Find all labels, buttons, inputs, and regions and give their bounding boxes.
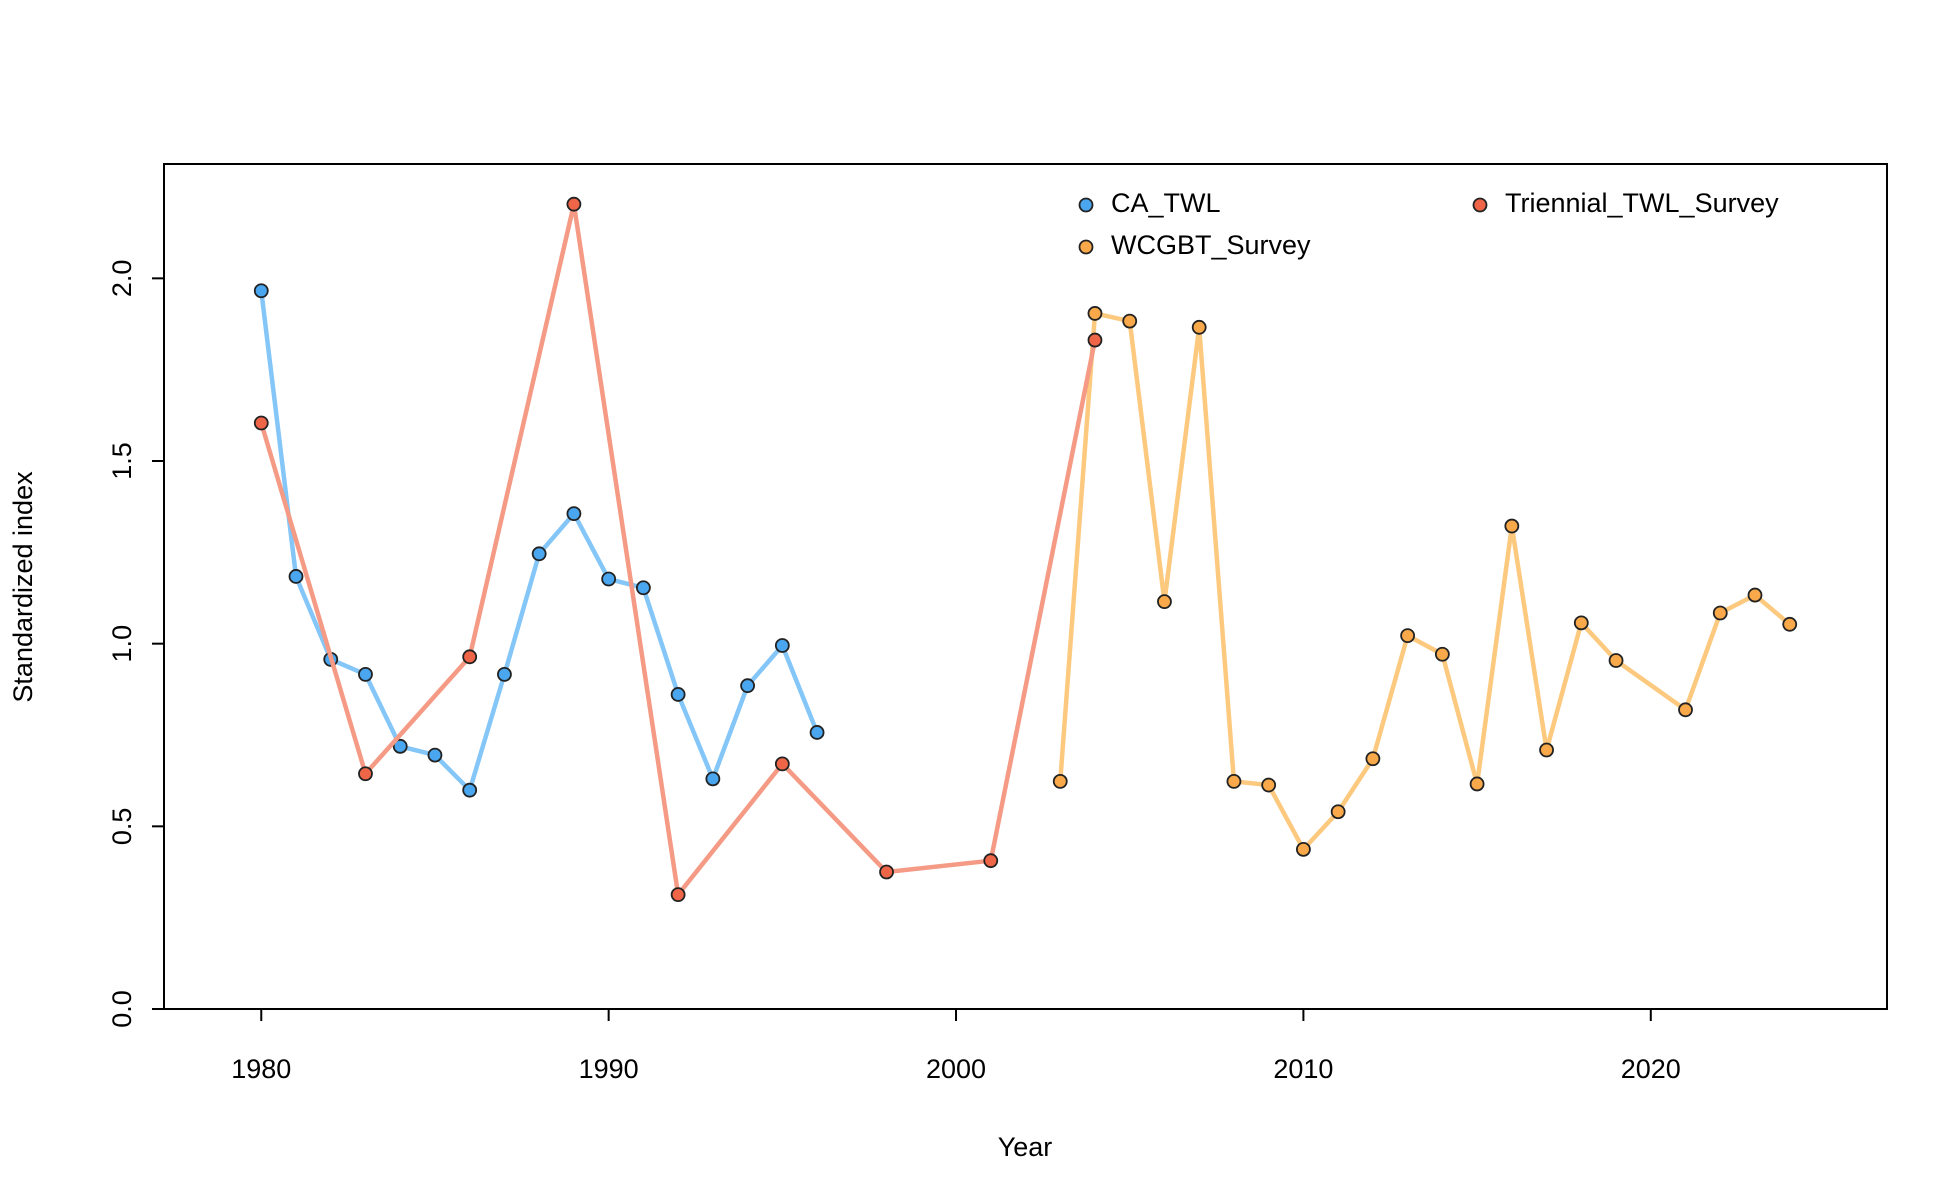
data-point <box>288 569 304 584</box>
x-tick-label: 2020 <box>1621 1054 1681 1084</box>
y-tick-label: 2.0 <box>107 260 137 298</box>
data-point <box>1434 646 1450 662</box>
data-point <box>670 687 686 702</box>
legend-marker <box>1472 197 1488 213</box>
data-point <box>1608 653 1624 668</box>
data-point <box>1469 776 1485 792</box>
data-point <box>427 747 443 763</box>
data-point <box>670 887 686 903</box>
data-point <box>462 649 478 665</box>
data-point <box>1747 587 1763 603</box>
data-point <box>1087 332 1103 348</box>
y-tick-label: 0.0 <box>107 990 137 1028</box>
data-point <box>253 283 269 299</box>
data-point <box>1226 774 1242 789</box>
legend-marker <box>1078 239 1094 255</box>
x-tick-label: 1990 <box>579 1054 639 1084</box>
data-point <box>635 580 651 596</box>
data-point <box>358 766 373 782</box>
series-line <box>259 201 1098 897</box>
data-point <box>879 864 894 880</box>
data-point <box>1157 594 1172 610</box>
y-tick-label: 1.0 <box>107 625 137 663</box>
data-point <box>740 678 755 694</box>
data-point <box>1122 313 1138 329</box>
data-point <box>1504 518 1520 534</box>
data-point <box>809 725 825 740</box>
data-point <box>1573 615 1589 631</box>
data-point <box>1678 702 1693 718</box>
x-axis-label: Year <box>998 1132 1053 1162</box>
series-line <box>1057 311 1792 852</box>
data-point <box>531 546 547 562</box>
data-point <box>1539 742 1554 758</box>
data-point <box>1330 804 1346 820</box>
x-tick-label: 2010 <box>1273 1054 1333 1084</box>
y-axis-label: Standardized index <box>8 471 38 703</box>
data-point <box>1296 841 1311 857</box>
data-point <box>566 196 582 212</box>
x-tick-label: 1980 <box>231 1054 291 1084</box>
series-line <box>259 290 820 793</box>
data-point <box>1052 774 1068 789</box>
data-point <box>392 738 408 754</box>
legend-label: CA_TWL <box>1111 188 1221 218</box>
data-point <box>462 782 478 798</box>
data-point <box>774 756 790 772</box>
data-point <box>774 638 790 653</box>
data-point <box>566 506 582 522</box>
data-point <box>497 666 512 682</box>
y-tick-label: 1.5 <box>107 442 137 480</box>
plot-frame <box>163 163 1888 1010</box>
y-tick-label: 0.5 <box>107 808 137 846</box>
data-point <box>1261 777 1277 793</box>
data-point <box>601 571 617 587</box>
data-point <box>358 666 373 682</box>
x-tick-label: 2000 <box>926 1054 986 1084</box>
data-point <box>1782 616 1798 632</box>
data-point <box>1712 605 1728 621</box>
data-point <box>1365 751 1381 767</box>
legend-marker <box>1078 197 1094 213</box>
data-point <box>1400 628 1416 644</box>
legend-label: Triennial_TWL_Survey <box>1505 188 1779 218</box>
data-point <box>1191 319 1207 335</box>
legend-label: WCGBT_Survey <box>1111 230 1311 260</box>
data-point <box>983 853 999 869</box>
data-point <box>253 415 269 431</box>
data-point <box>1087 306 1103 321</box>
data-point <box>705 771 721 787</box>
